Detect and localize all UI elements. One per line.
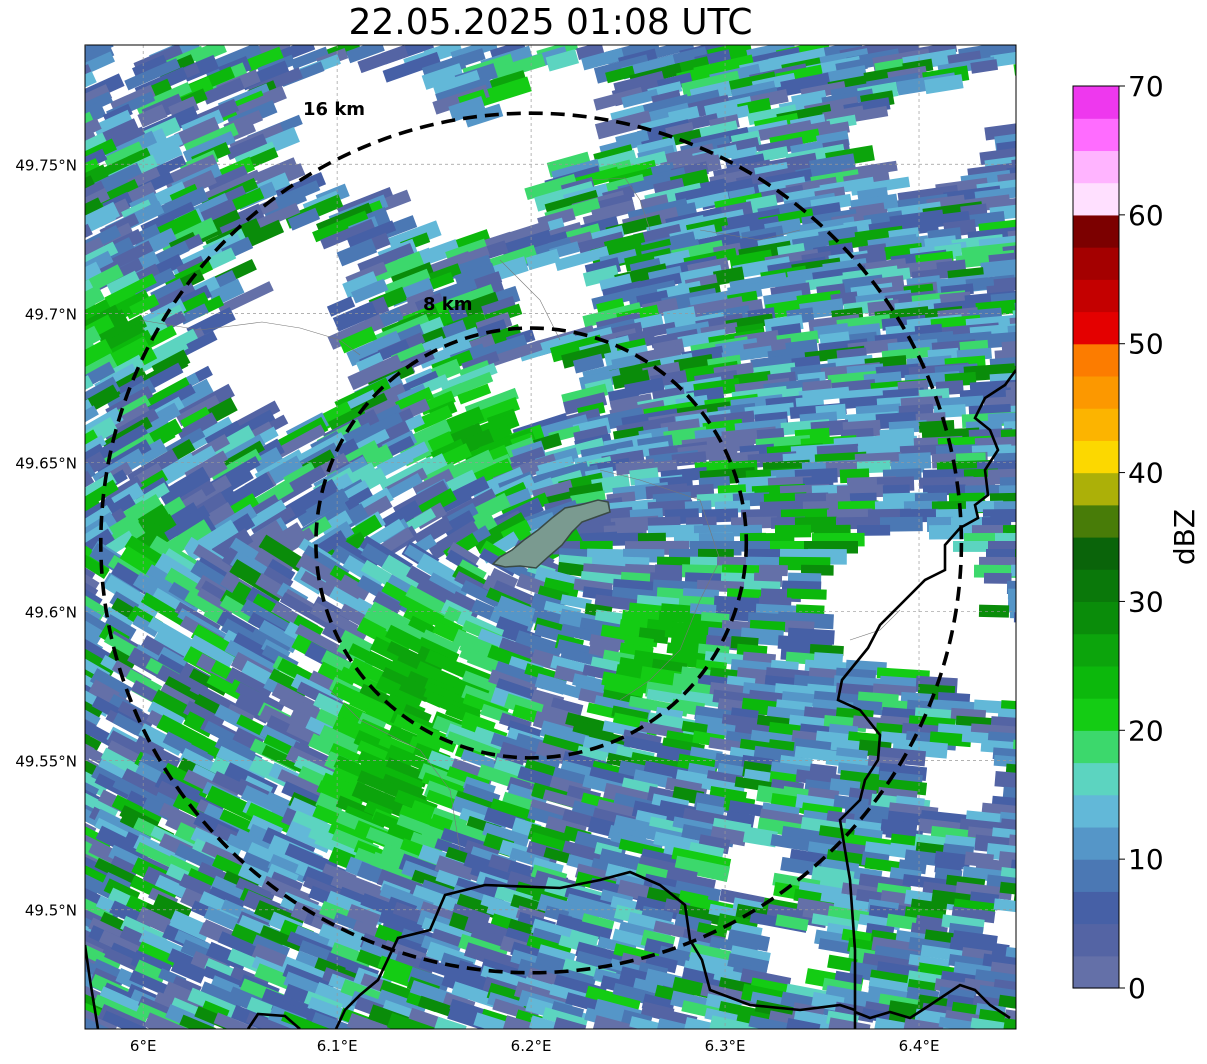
colorbar-segment — [1073, 247, 1119, 280]
lon-tick-label: 6.4°E — [899, 1037, 940, 1055]
lon-tick-label: 6.2°E — [511, 1037, 552, 1055]
lat-tick-label: 49.5°N — [25, 902, 77, 920]
colorbar-segment — [1073, 955, 1119, 989]
lat-tick-label: 49.55°N — [15, 753, 77, 771]
colorbar-tick-label: 70 — [1128, 70, 1164, 103]
figure-title: 22.05.2025 01:08 UTC — [348, 2, 753, 43]
colorbar-segment — [1073, 311, 1119, 345]
colorbar-segment — [1073, 665, 1119, 699]
colorbar-segment — [1073, 730, 1119, 764]
lat-tick-label: 49.75°N — [15, 156, 77, 174]
colorbar-segment — [1073, 633, 1119, 667]
colorbar-frame — [1072, 85, 1120, 989]
colorbar-segment — [1073, 923, 1119, 957]
colorbar-segment — [1073, 537, 1119, 570]
colorbar-segment — [1073, 86, 1119, 119]
colorbar-segment — [1073, 472, 1119, 506]
colorbar-tick-label: 40 — [1128, 457, 1164, 490]
range-label-16km: 16 km — [303, 99, 365, 120]
lat-tick-label: 49.7°N — [25, 305, 77, 323]
lat-tick-label: 49.65°N — [15, 454, 77, 472]
colorbar-segment — [1073, 375, 1119, 409]
colorbar-segment — [1073, 182, 1119, 216]
colorbar-segment — [1073, 408, 1119, 441]
colorbar-tick-label: 30 — [1128, 585, 1164, 618]
colorbar-segment — [1073, 118, 1119, 152]
reflectivity-field — [85, 45, 1016, 1029]
colorbar-segment — [1073, 601, 1119, 635]
colorbar-segment — [1073, 150, 1119, 184]
colorbar-tick-label: 60 — [1128, 199, 1164, 232]
lon-tick-label: 6°E — [130, 1037, 157, 1055]
lon-tick-label: 6.3°E — [705, 1037, 746, 1055]
colorbar-tick-label: 0 — [1128, 972, 1146, 1005]
national-border — [85, 369, 1016, 1029]
colorbar-segment — [1073, 214, 1119, 248]
colorbar-segment — [1073, 279, 1119, 313]
colorbar-segment — [1073, 440, 1119, 474]
lat-tick-label: 49.6°N — [25, 604, 77, 622]
colorbar-segment — [1073, 762, 1119, 796]
range-rings — [99, 111, 964, 975]
target-area-polygon — [491, 499, 611, 569]
municipal-boundaries — [139, 177, 901, 851]
colorbar-tick-label: 50 — [1128, 328, 1164, 361]
colorbar-tick-label: 10 — [1128, 843, 1164, 876]
colorbar-segment — [1073, 569, 1119, 603]
colorbar-label: dBZ — [1168, 509, 1201, 565]
colorbar-segment — [1073, 859, 1119, 892]
colorbar-segment — [1073, 698, 1119, 731]
colorbar-tick-label: 20 — [1128, 714, 1164, 747]
range-ring-16km — [99, 111, 964, 975]
range-label-8km: 8 km — [423, 294, 473, 315]
colorbar-segment — [1073, 343, 1119, 377]
colorbar-segment — [1073, 504, 1119, 538]
colorbar-segment — [1073, 826, 1119, 860]
plot-frame — [84, 44, 1017, 1030]
plot-area — [85, 45, 1016, 1029]
range-ring-8km — [314, 326, 749, 760]
colorbar-segment — [1073, 891, 1119, 925]
colorbar-segment — [1073, 794, 1119, 828]
lon-tick-label: 6.1°E — [317, 1037, 358, 1055]
